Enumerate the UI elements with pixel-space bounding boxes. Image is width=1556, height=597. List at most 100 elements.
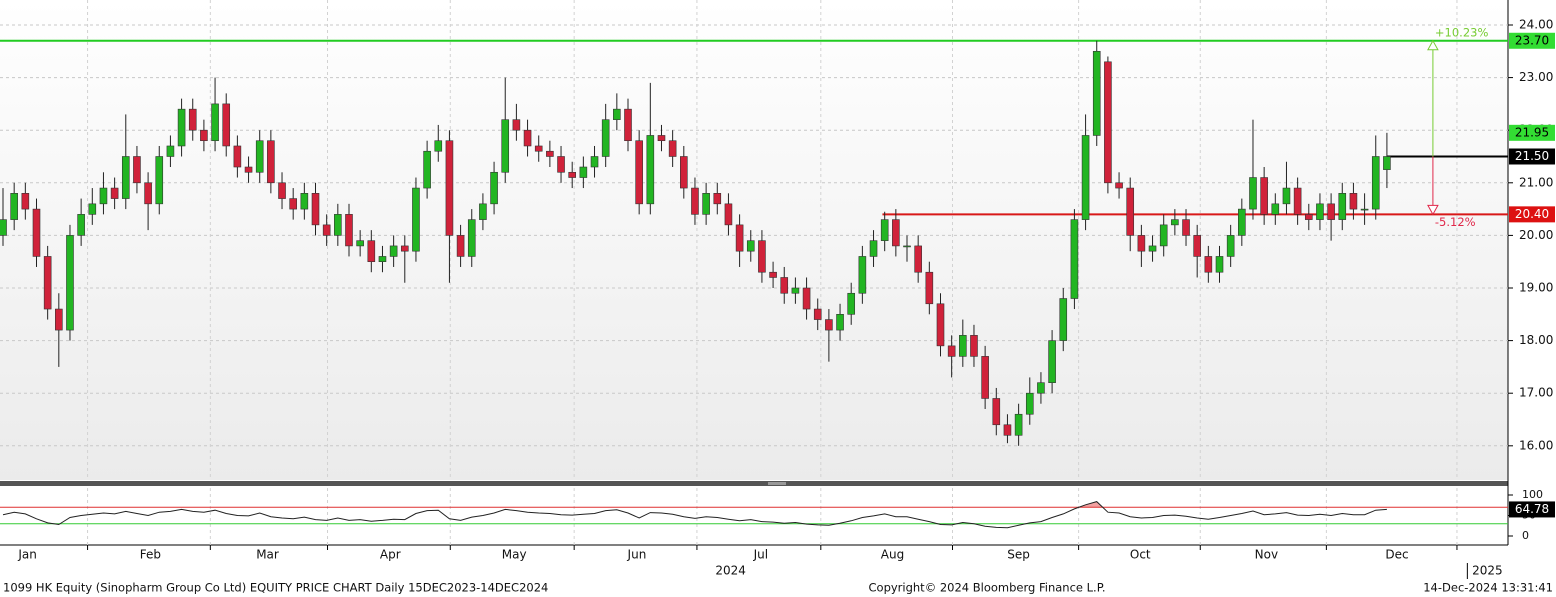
y-tick-label: 20.00 (1519, 228, 1553, 242)
candle-body (1137, 235, 1146, 252)
last-value-label: 64.78 (1515, 502, 1549, 516)
rsi-panel (0, 487, 1508, 545)
candle-body (947, 345, 956, 357)
candle-body (1115, 182, 1123, 189)
candle-body (579, 166, 588, 178)
candle-body (501, 119, 510, 173)
candle-body (211, 103, 219, 142)
candle-body (769, 271, 777, 278)
candle-body (1238, 208, 1246, 236)
separator-handle (768, 482, 786, 485)
panel-separator (0, 481, 1508, 486)
candle-body (512, 119, 521, 131)
candle-body (188, 108, 197, 131)
move-annotation: +10.23% (1435, 25, 1489, 39)
candle-body (1048, 340, 1056, 383)
candle-body (680, 156, 688, 189)
candle-body (847, 292, 856, 315)
candle-body (278, 182, 286, 199)
x-tick-label: Apr (380, 548, 401, 562)
candle-body (356, 240, 364, 247)
candle-body (914, 245, 922, 273)
candle-body (267, 140, 275, 184)
candle-body (21, 193, 30, 210)
candle-body (345, 214, 353, 247)
candle-body (445, 140, 454, 236)
move-annotation: -5.12% (1435, 215, 1476, 229)
candle-body (43, 256, 52, 310)
candle-body (10, 193, 18, 220)
candle-body (423, 150, 431, 189)
candle-body (836, 314, 844, 331)
candle-body (155, 156, 164, 205)
candle-body (88, 203, 97, 215)
year-label: 2025 (1472, 564, 1503, 578)
candle-body (66, 235, 74, 331)
price-label: 20.40 (1515, 207, 1549, 221)
candle-body (0, 219, 7, 236)
candle-body (1215, 256, 1224, 273)
candle-body (858, 256, 867, 294)
candle-body (691, 187, 699, 215)
candle-body (121, 156, 130, 199)
candle-body (1226, 235, 1235, 257)
candle-body (412, 187, 420, 252)
footer-left: 1099 HK Equity (Sinopharm Group Co Ltd) … (3, 581, 548, 595)
x-tick-label: Nov (1255, 548, 1278, 562)
candle-body (289, 198, 297, 210)
candle-body (959, 335, 967, 357)
price-panel (0, 0, 1508, 480)
candle-body (1003, 424, 1012, 436)
x-tick-label: Sep (1007, 548, 1030, 562)
candle-body (200, 129, 208, 142)
candle-body (77, 214, 85, 236)
x-tick-label: Jan (17, 548, 37, 562)
candle-body (479, 203, 487, 220)
x-tick-label: Aug (881, 548, 904, 562)
candle-body (1249, 177, 1257, 210)
candle-body (1193, 235, 1201, 257)
candle-body (523, 129, 532, 147)
candle-body (1148, 245, 1157, 252)
candle-body (624, 108, 632, 142)
candle-body (255, 140, 264, 173)
candle-body (1271, 203, 1280, 215)
candle-body (467, 219, 476, 257)
rsi-line (2, 501, 1387, 529)
candle-body (936, 303, 945, 347)
price-label-box (1509, 148, 1555, 165)
y-tick-label: 100 (1522, 488, 1543, 501)
candle-body (1070, 219, 1079, 299)
candle-body (1383, 156, 1391, 170)
y-tick-label: 0 (1522, 529, 1529, 542)
candle-body (1025, 392, 1034, 415)
candle-body (601, 119, 610, 157)
candle-body (825, 319, 833, 331)
candle-body (144, 182, 152, 205)
candle-body (635, 140, 643, 205)
candle-body (311, 193, 320, 226)
candle-body (1104, 61, 1112, 184)
candle-body (133, 156, 141, 184)
x-tick-label: May (502, 548, 527, 562)
candle-body (903, 245, 911, 248)
candle-body (244, 166, 253, 173)
last-value-box (1509, 501, 1555, 518)
candle-body (166, 145, 175, 157)
candle-body (1293, 187, 1302, 215)
candle-body (1159, 224, 1168, 247)
x-tick-label: Oct (1130, 548, 1151, 562)
y-tick-label: 19.00 (1519, 281, 1553, 295)
y-tick-label: 23.00 (1519, 70, 1553, 84)
candle-body (400, 245, 409, 252)
candle-body (99, 187, 108, 205)
candle-body (746, 240, 755, 252)
y-tick-label: 21.00 (1519, 175, 1553, 189)
footer-right: 14-Dec-2024 13:31:41 (1423, 581, 1553, 595)
candle-body (590, 156, 599, 168)
price-label-box (1509, 32, 1555, 49)
x-tick-label: Mar (256, 548, 279, 562)
candle-body (1282, 187, 1291, 205)
candle-body (557, 156, 565, 173)
candle-body (813, 308, 822, 320)
